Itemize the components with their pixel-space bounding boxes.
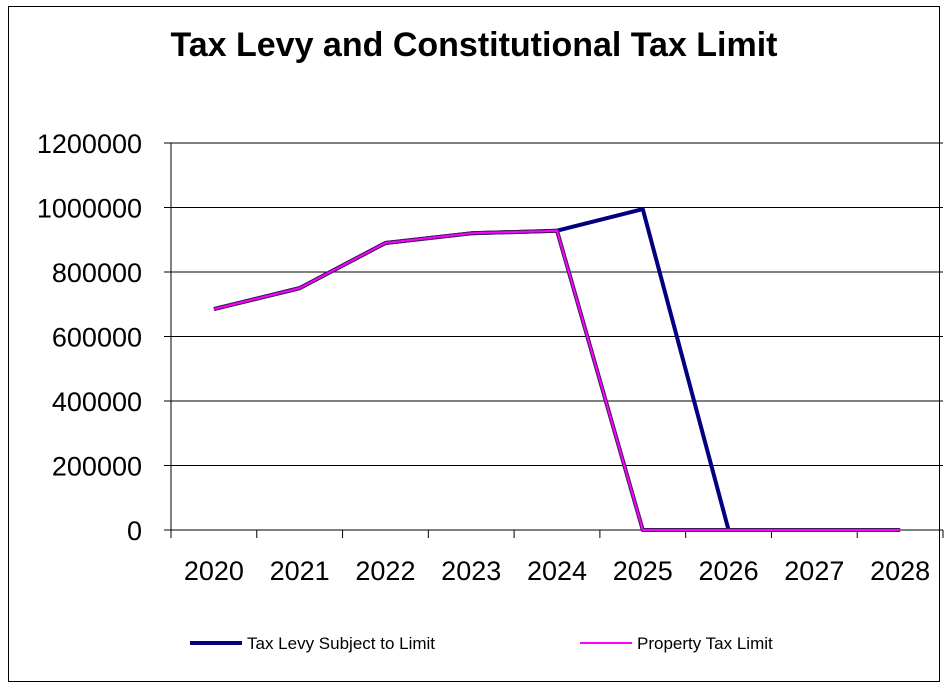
series-line-outline	[213, 228, 901, 532]
legend-label: Tax Levy Subject to Limit	[247, 634, 435, 653]
x-tick-label: 2024	[527, 556, 587, 586]
axes: 0 200000 400000 600000 800000 1000000 1200000 2…	[37, 129, 944, 586]
x-tick-label: 2025	[613, 556, 673, 586]
y-tick-label: 1000000	[37, 194, 142, 224]
y-tick-label: 800000	[52, 258, 142, 288]
x-tick-label: 2021	[270, 556, 330, 586]
series-lines	[213, 207, 901, 532]
x-tick-label: 2022	[355, 556, 415, 586]
x-tick-label: 2028	[870, 556, 930, 586]
x-tick-label: 2026	[699, 556, 759, 586]
y-tick-label: 400000	[52, 387, 142, 417]
x-tick-label: 2020	[184, 556, 244, 586]
chart-title: Tax Levy and Constitutional Tax Limit	[170, 26, 778, 64]
y-tick-label: 0	[127, 516, 142, 546]
chart-frame	[8, 6, 940, 682]
x-tick-label: 2023	[441, 556, 501, 586]
y-tick-label: 200000	[52, 452, 142, 482]
gridlines	[171, 142, 943, 466]
x-tick-label: 2027	[784, 556, 844, 586]
legend: Tax Levy Subject to Limit Property Tax Li…	[190, 634, 773, 653]
y-tick-label: 600000	[52, 323, 142, 353]
series-line-property-tax-limit	[213, 229, 901, 531]
legend-label: Property Tax Limit	[637, 634, 773, 653]
series-line-tax-levy	[213, 207, 901, 532]
y-tick-label: 1200000	[37, 129, 142, 159]
